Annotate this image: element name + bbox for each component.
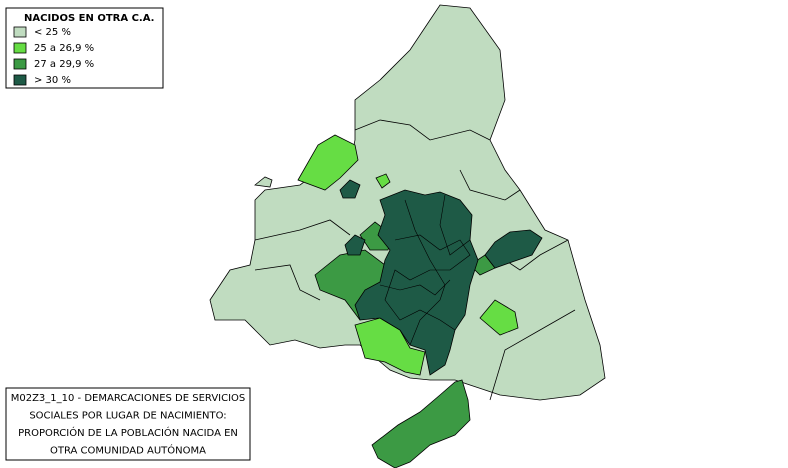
legend-swatch [13, 42, 27, 54]
map-regions [209, 4, 606, 468]
region [339, 179, 361, 199]
legend-items: < 25 % 25 a 26,9 % 27 a 29,9 % > 30 % [13, 26, 94, 86]
region [297, 134, 359, 191]
legend-label: > 30 % [34, 75, 71, 86]
legend-swatch [13, 26, 27, 38]
legend-label: 25 a 26,9 % [34, 43, 94, 54]
caption-line: PROPORCIÓN DE LA POBLACIÓN NACIDA EN [18, 426, 238, 439]
legend-title: NACIDOS EN OTRA C.A. [24, 13, 154, 24]
caption-line: M02Z3_1_10 - DEMARCACIONES DE SERVICIOS [11, 393, 246, 404]
region [371, 379, 471, 468]
caption-box [5, 387, 251, 461]
region [254, 176, 273, 188]
region [375, 173, 391, 189]
caption-line: OTRA COMUNIDAD AUTÓNOMA [50, 444, 206, 457]
legend-box [5, 7, 164, 89]
region [479, 299, 519, 336]
region [344, 234, 366, 256]
legend-swatch [13, 58, 27, 70]
region [354, 189, 479, 376]
legend-label: 27 a 29,9 % [34, 59, 94, 70]
region [484, 229, 543, 269]
legend-swatch [13, 74, 27, 86]
caption: M02Z3_1_10 - DEMARCACIONES DE SERVICIOS S… [11, 393, 246, 457]
legend-label: < 25 % [34, 27, 71, 38]
caption-line: SOCIALES POR LUGAR DE NACIMIENTO: [29, 411, 226, 422]
